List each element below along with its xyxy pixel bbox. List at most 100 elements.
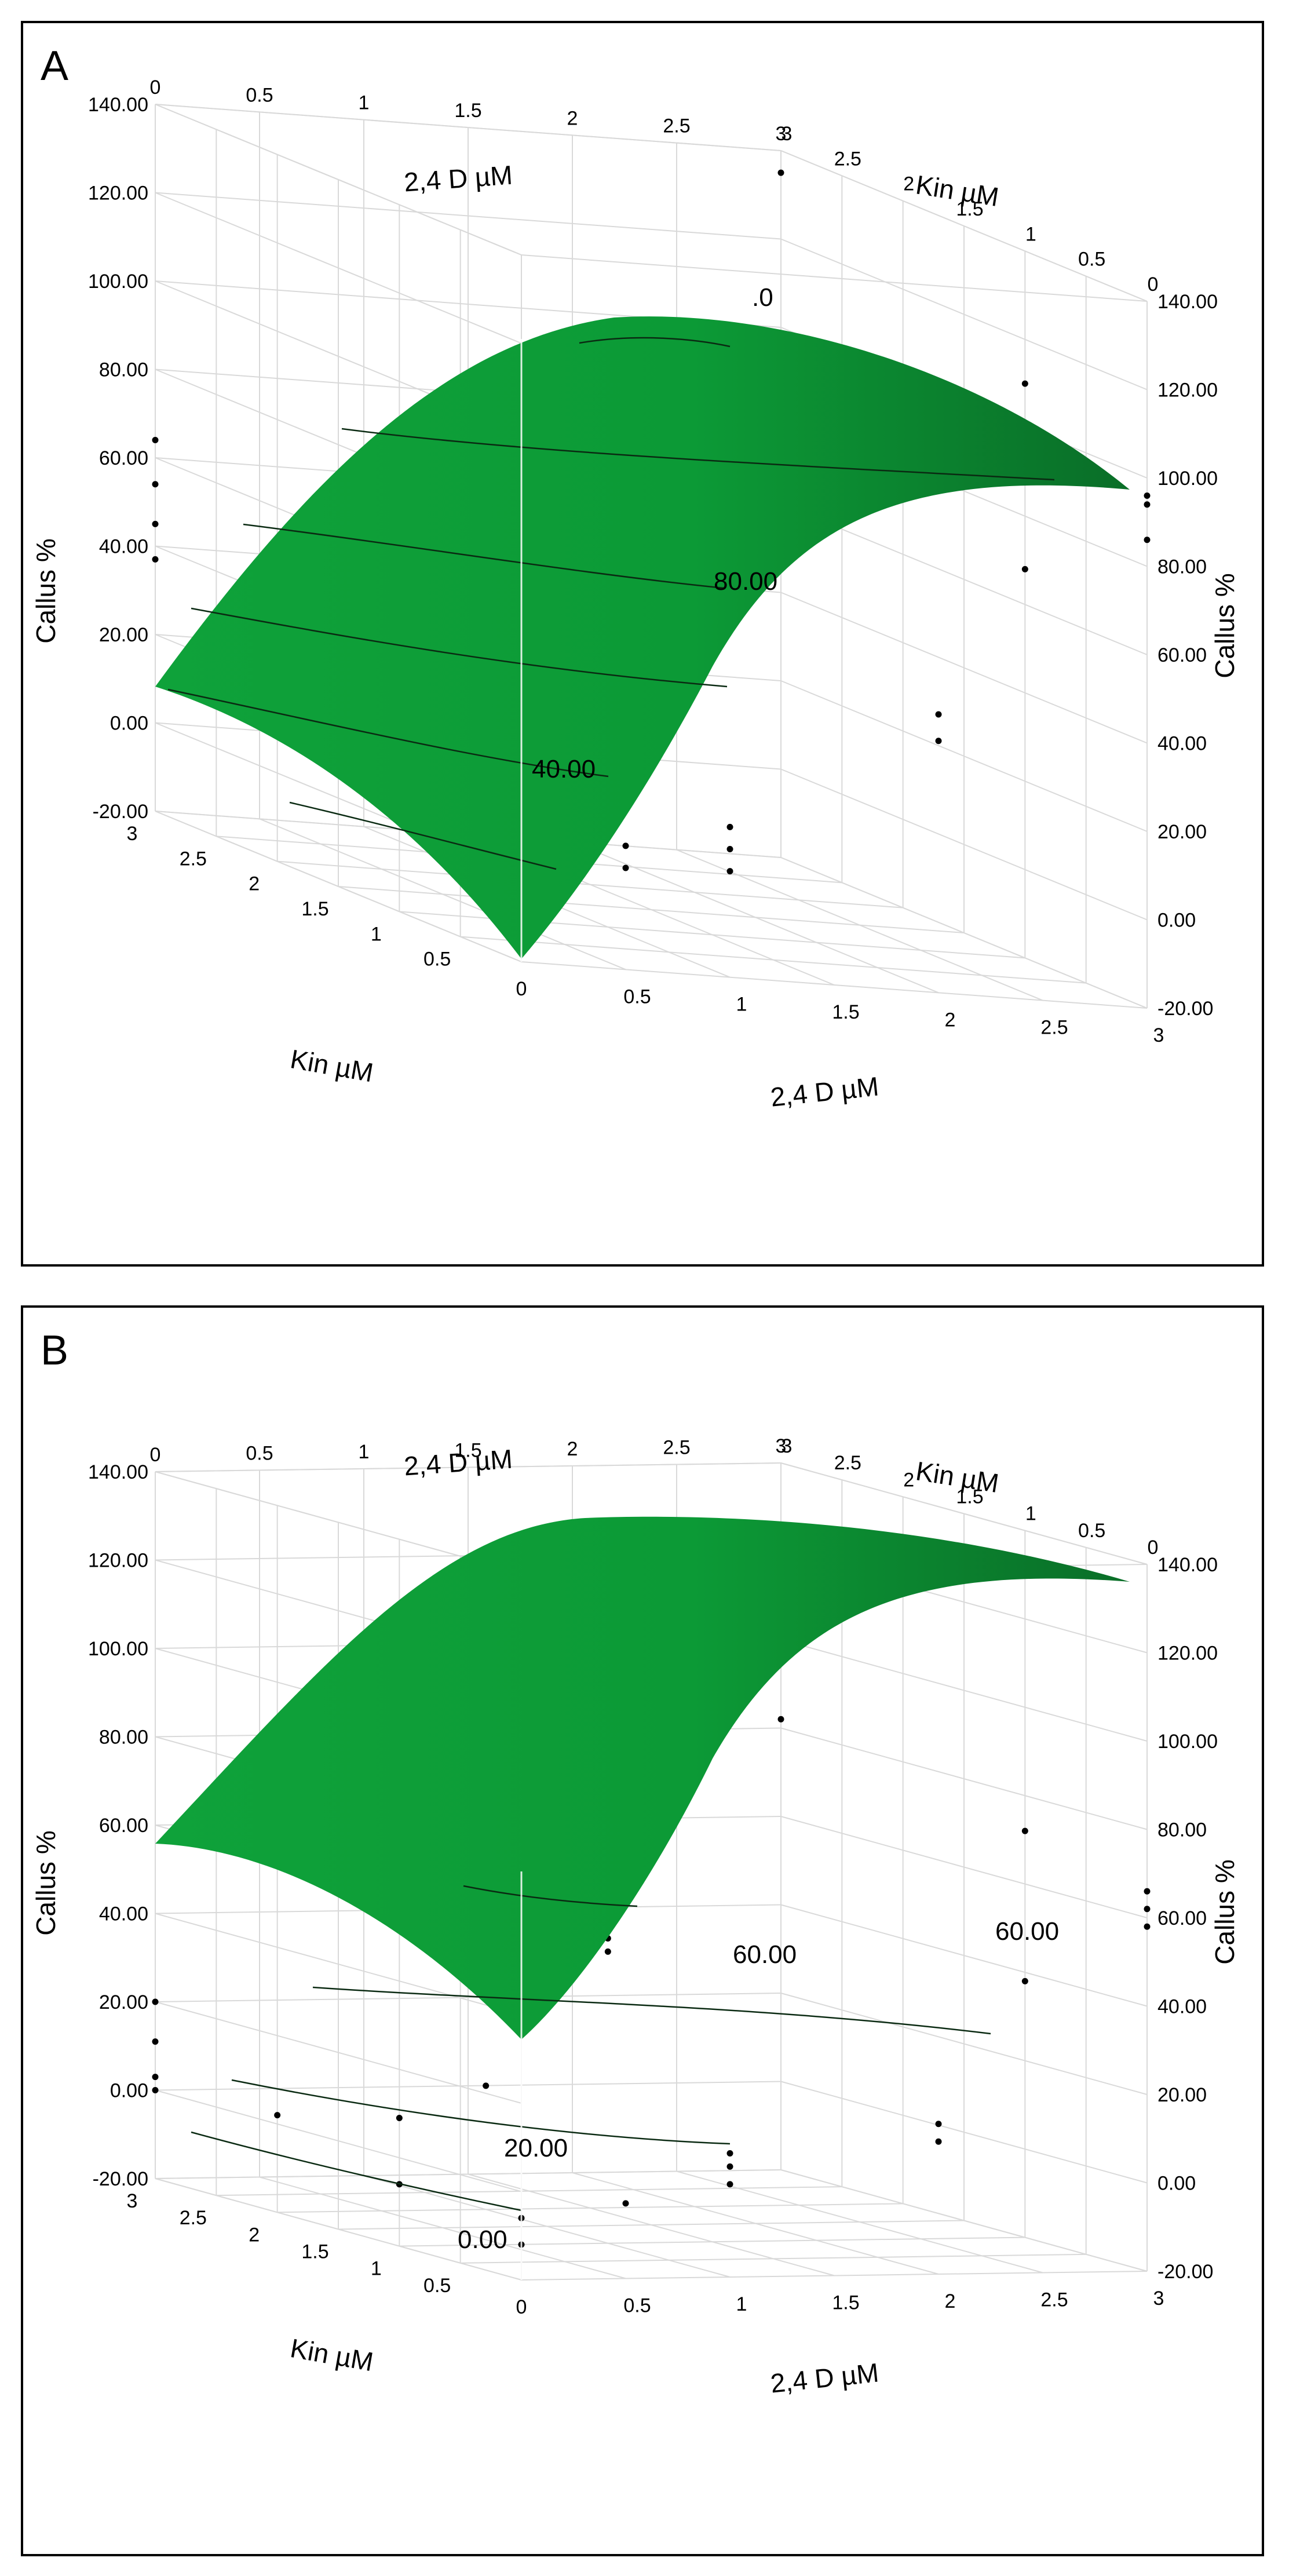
contour-label: 80.00 — [714, 567, 777, 596]
z-tick-label: 60.00 — [99, 447, 148, 469]
z-tick-label: -20.00 — [1157, 2261, 1213, 2283]
data-point — [152, 2038, 159, 2045]
contour-line — [167, 688, 609, 778]
y-tick-label: 2 — [249, 2224, 260, 2246]
data-point — [1144, 1906, 1151, 1913]
data-point — [622, 2200, 629, 2207]
panel-border — [21, 21, 1264, 1267]
y-tick-label: 0.5 — [1078, 1520, 1105, 1542]
x-tick-label: 0.5 — [246, 84, 273, 106]
z-axis-right: -20.00 0.00 20.00 40.00 60.00 80.00 100.00 120.… — [1157, 1554, 1218, 2283]
panel-border — [21, 1305, 1264, 2556]
box-edge — [155, 1462, 782, 1472]
panel-a: A -20.000.0020.0040.0060.0080.00100.0012… — [21, 21, 1264, 1267]
y-tick-label: 1 — [371, 2258, 382, 2280]
x-tick-label: 2.5 — [1040, 2289, 1068, 2311]
x-tick-label: 1 — [359, 1441, 370, 1463]
z-tick-label: 20.00 — [99, 1991, 148, 2013]
x-tick-label: 1.5 — [454, 1440, 481, 1462]
data-point — [777, 169, 784, 176]
data-point — [777, 1716, 784, 1723]
z-tick-label: 0.00 — [110, 713, 148, 735]
y-tick-label: 1 — [1025, 1503, 1036, 1525]
contour-line — [463, 1885, 638, 1907]
data-point — [726, 2150, 733, 2157]
contour-label: 0.00 — [458, 2225, 507, 2254]
data-point — [152, 556, 159, 563]
z-tick-label: -20.00 — [93, 2168, 148, 2190]
z-tick-label: 140.00 — [88, 94, 148, 116]
z-tick-label: 80.00 — [1157, 556, 1207, 578]
response-surface — [155, 1516, 1130, 2039]
x-axis-top: 0 0.5 1 1.5 2 2.5 3 — [150, 1435, 787, 1466]
z-tick-label: 80.00 — [1157, 1819, 1207, 1841]
x-tick-label: 0.5 — [246, 1443, 273, 1465]
y-tick-label: 1.5 — [301, 2241, 328, 2263]
y-tick-label: 0 — [1148, 1537, 1159, 1559]
data-point — [1144, 1923, 1151, 1930]
z-tick-label: 40.00 — [1157, 1996, 1207, 2018]
contour-line — [191, 607, 728, 688]
data-point — [1021, 1977, 1028, 1984]
x-tick-label: 3 — [1153, 1024, 1164, 1046]
data-point — [935, 738, 942, 745]
z-tick-label: 100.00 — [88, 271, 148, 293]
contour-lines — [191, 1885, 991, 2212]
data-point — [1144, 537, 1151, 543]
z-axis-title-right: Callus % — [1210, 1859, 1240, 1965]
contour-line — [243, 523, 725, 589]
y-tick-label: 1.5 — [956, 1486, 983, 1508]
z-axis-right: -20.00 0.00 20.00 40.00 60.00 80.00 100.00 120.… — [1157, 291, 1218, 1020]
z-tick-label: 80.00 — [99, 1727, 148, 1749]
y-tick-label: 2 — [249, 873, 260, 895]
y-tick-label: 2 — [903, 1469, 914, 1491]
data-point — [396, 2115, 403, 2122]
y-tick-label: 2.5 — [180, 2207, 207, 2229]
x-tick-label: 1 — [736, 994, 747, 1016]
z-tick-label: 140.00 — [88, 1461, 148, 1483]
data-point — [152, 2074, 159, 2081]
x-tick-label: 3 — [776, 1435, 787, 1457]
floor-gridline — [216, 2186, 842, 2196]
z-tick-label: 100.00 — [88, 1638, 148, 1660]
x-tick-label: 1.5 — [832, 2292, 859, 2314]
y-tick-label: 0.5 — [423, 948, 451, 970]
z-tick-label: 140.00 — [1157, 291, 1218, 313]
data-point — [152, 520, 159, 527]
z-tick-label: 20.00 — [1157, 821, 1207, 843]
contour-line — [579, 337, 731, 348]
z-tick-label: 40.00 — [99, 536, 148, 558]
x-tick-label: 2.5 — [1040, 1017, 1068, 1039]
z-axis-left: -20.00 0.00 20.00 40.00 60.00 80.00 100.00 120.… — [88, 94, 148, 823]
y-tick-label: 1.5 — [301, 898, 328, 920]
x-tick-label: 1 — [736, 2293, 747, 2315]
y-axis-bottom: 0.5 1 1.5 2 2.5 3 — [127, 2190, 451, 2297]
z-axis-title-left: Callus % — [31, 1830, 61, 1936]
data-point — [726, 846, 733, 853]
y-tick-label: 3 — [782, 1435, 793, 1457]
x-tick-label: 2 — [567, 107, 578, 129]
data-point — [274, 2112, 281, 2119]
data-point — [726, 868, 733, 875]
x-tick-label: 0 — [516, 978, 527, 1000]
data-point — [726, 823, 733, 830]
z-tick-label: 40.00 — [99, 1903, 148, 1925]
data-point — [726, 2181, 733, 2188]
x-tick-label: 0.5 — [623, 986, 651, 1008]
contour-line — [231, 2079, 731, 2145]
z-tick-label: -20.00 — [1157, 998, 1213, 1020]
box-edge — [155, 104, 522, 256]
y-tick-label: 0.5 — [423, 2275, 451, 2297]
y-tick-label: 1 — [371, 923, 382, 945]
x-tick-label: 3 — [776, 123, 787, 145]
data-point — [152, 1998, 159, 2005]
x-axis-bottom: 0 0.5 1 1.5 2 2.5 3 — [516, 2287, 1164, 2318]
x-tick-label: 1.5 — [832, 1001, 859, 1023]
x-tick-label: 0.5 — [623, 2295, 651, 2317]
z-tick-label: 120.00 — [1157, 380, 1218, 402]
y-tick-label: 3 — [127, 2190, 138, 2212]
data-point — [604, 1948, 611, 1955]
x-axis-title-bottom: 2,4 D µM — [769, 2357, 880, 2398]
z-axis-title-right: Callus % — [1210, 573, 1240, 678]
